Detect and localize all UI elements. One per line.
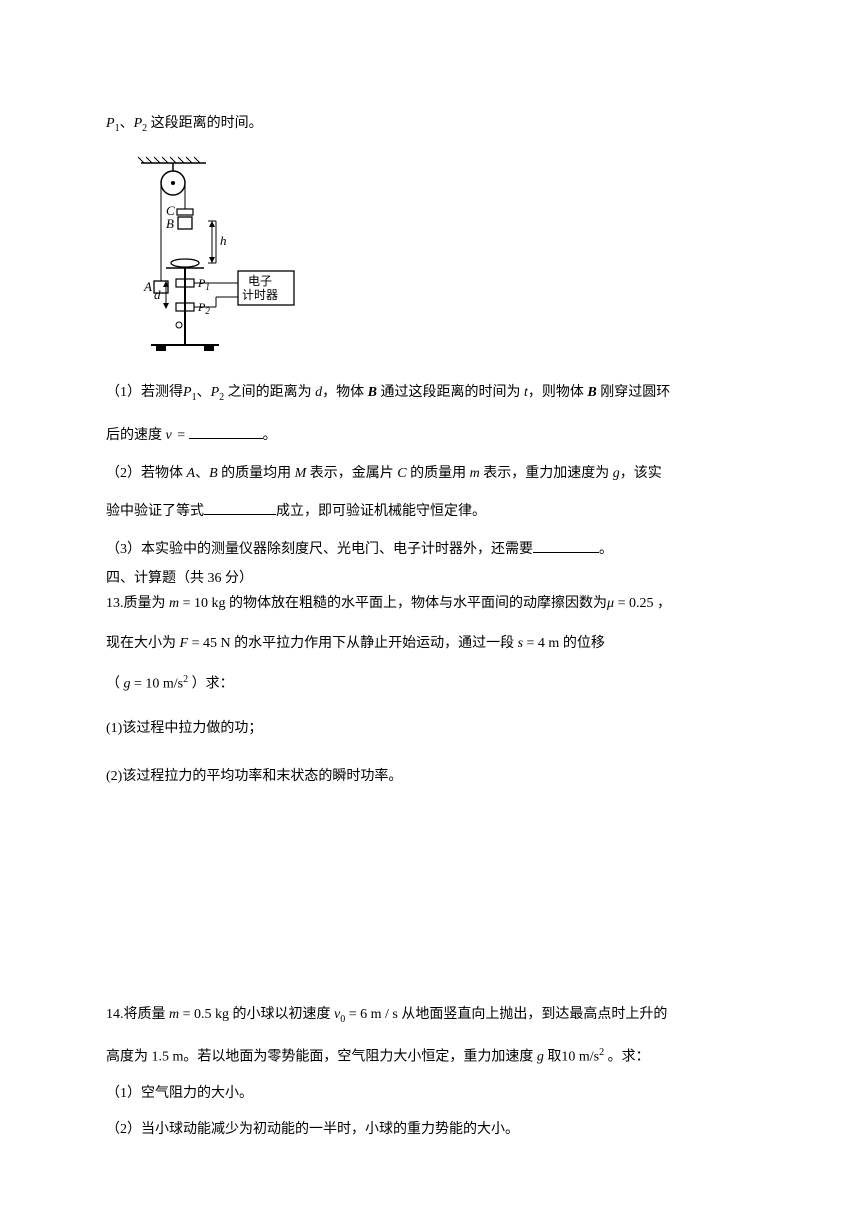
q2-sep1: 、 <box>195 466 209 481</box>
q1-eq: = <box>174 428 189 443</box>
q1-mid1: 之间的距离为 <box>224 385 315 400</box>
q1-blank <box>189 424 263 439</box>
top-p2: P <box>134 116 143 131</box>
q2-mid4: 表示，重力加速度为 <box>480 466 613 481</box>
q1-period: 。 <box>263 428 277 443</box>
label-h: h <box>220 233 227 248</box>
p13-l2c: 的位移 <box>559 636 605 651</box>
p14-l1a: 14.将质量 <box>106 1007 169 1022</box>
q2-l2b: 成立，即可验证机械能守恒定律。 <box>276 504 486 519</box>
timer-label-2: 计时器 <box>242 288 278 302</box>
p14-l2a: 高度为 1.5 m。若以地面为零势能面，空气阻力大小恒定，重力加速度 <box>106 1050 537 1065</box>
q1-B: B <box>368 385 377 400</box>
question-1: （1）若测得P1、P2 之间的距离为 d，物体 B 通过这段距离的时间为 t，则… <box>106 379 754 450</box>
q2-lead: （2）若物体 <box>106 466 187 481</box>
p13-l3b: ）求： <box>188 677 234 692</box>
q3-a: （3）本实验中的测量仪器除刻度尺、光电门、电子计时器外，还需要 <box>106 542 533 557</box>
q1-mid4: ，则物体 <box>528 385 588 400</box>
p13-sval: = 4 m <box>523 636 559 651</box>
question-3: （3）本实验中的测量仪器除刻度尺、光电门、电子计时器外，还需要 。 <box>106 536 754 564</box>
problem-14: 14.将质量 m = 0.5 kg 的小球以初速度 v0 = 6 m / s 从… <box>106 1001 754 1144</box>
p14-mval: = 0.5 kg <box>179 1007 229 1022</box>
q2-blank <box>204 500 276 515</box>
q2-B: B <box>209 466 218 481</box>
p13-l1c: ， <box>657 596 671 611</box>
q3-period: 。 <box>599 542 613 557</box>
top-rest: 这段距离的时间。 <box>147 116 263 131</box>
q2-l2a: 验中验证了等式 <box>106 504 204 519</box>
q1-p1: P <box>183 385 192 400</box>
section-4-heading: 四、计算题（共 36 分） <box>106 568 754 590</box>
q2-m: m <box>470 466 480 481</box>
p13-mu: μ <box>607 596 614 611</box>
q1-mid2: ，物体 <box>322 385 368 400</box>
q1-l2a: 后的速度 <box>106 428 166 443</box>
p13-gval: = 10 m/s <box>131 677 184 692</box>
q2-C: C <box>397 466 406 481</box>
q2-M: M <box>295 466 307 481</box>
p13-sub1: (1)该过程中拉力做的功； <box>106 715 754 743</box>
apparatus-figure: A C B h P1 P2 <box>106 153 754 363</box>
p14-m: m <box>169 1007 179 1022</box>
q1-v: v <box>166 428 172 443</box>
p13-Fval: = 45 N <box>188 636 231 651</box>
q3-blank <box>533 538 599 553</box>
q1-lead: （1）若测得 <box>106 385 183 400</box>
label-B: B <box>166 216 174 231</box>
q2-mid3: 的质量用 <box>407 466 470 481</box>
p13-g: g <box>124 677 131 692</box>
label-P2: P2 <box>197 300 210 316</box>
apparatus-svg: A C B h P1 P2 <box>106 153 306 363</box>
p13-l2a: 现在大小为 <box>106 636 180 651</box>
q2-mid1: 的质量均用 <box>218 466 295 481</box>
p13-muval: = 0.25 <box>614 596 657 611</box>
p13-mval: = 10 kg <box>179 596 225 611</box>
q1-mid5: 刚穿过圆环 <box>597 385 671 400</box>
p13-m: m <box>169 596 179 611</box>
q2-g: g <box>613 466 620 481</box>
label-P1: P1 <box>197 276 210 292</box>
top-p1: P <box>106 116 115 131</box>
label-d: d <box>154 287 161 302</box>
p13-F: F <box>180 636 189 651</box>
p14-l1b: 的小球以初速度 <box>229 1007 334 1022</box>
question-2: （2）若物体 A、B 的质量均用 M 表示，金属片 C 的质量用 m 表示，重力… <box>106 460 754 526</box>
q2-mid2: 表示，金属片 <box>306 466 397 481</box>
work-space <box>106 791 754 1001</box>
p13-l2b: 的水平拉力作用下从静止开始运动，通过一段 <box>231 636 518 651</box>
p14-sub1: （1）空气阻力的大小。 <box>106 1080 754 1108</box>
p14-grest: 取10 m/s <box>544 1050 599 1065</box>
top-distance-line: P1、P2 这段距离的时间。 <box>106 110 754 139</box>
q1-p2: P <box>211 385 220 400</box>
q2-mid5: ，该实 <box>620 466 662 481</box>
p13-l1a: 13.质量为 <box>106 596 169 611</box>
p13-l3a: （ <box>106 677 124 692</box>
q2-A: A <box>187 466 196 481</box>
top-sep: 、 <box>120 116 134 131</box>
timer-label-1: 电子 <box>248 274 272 288</box>
q1-B2: B <box>587 385 596 400</box>
label-A: A <box>143 279 152 294</box>
p13-sub2: (2)该过程拉力的平均功率和末状态的瞬时功率。 <box>106 763 754 791</box>
p14-l1c: 从地面竖直向上抛出，到达最高点时上升的 <box>398 1007 668 1022</box>
q1-sep: 、 <box>197 385 211 400</box>
p14-sub2: （2）当小球动能减少为初动能的一半时，小球的重力势能的大小。 <box>106 1116 754 1144</box>
p14-v0val: = 6 m / s <box>345 1007 398 1022</box>
p14-l2b: 。求： <box>604 1050 650 1065</box>
p13-l1b: 的物体放在粗糙的水平面上，物体与水平面间的动摩擦因数为 <box>226 596 608 611</box>
p14-g: g <box>537 1050 544 1065</box>
q1-mid3: 通过这段距离的时间为 <box>377 385 524 400</box>
problem-13: 13.质量为 m = 10 kg 的物体放在粗糙的水平面上，物体与水平面间的动摩… <box>106 590 754 791</box>
